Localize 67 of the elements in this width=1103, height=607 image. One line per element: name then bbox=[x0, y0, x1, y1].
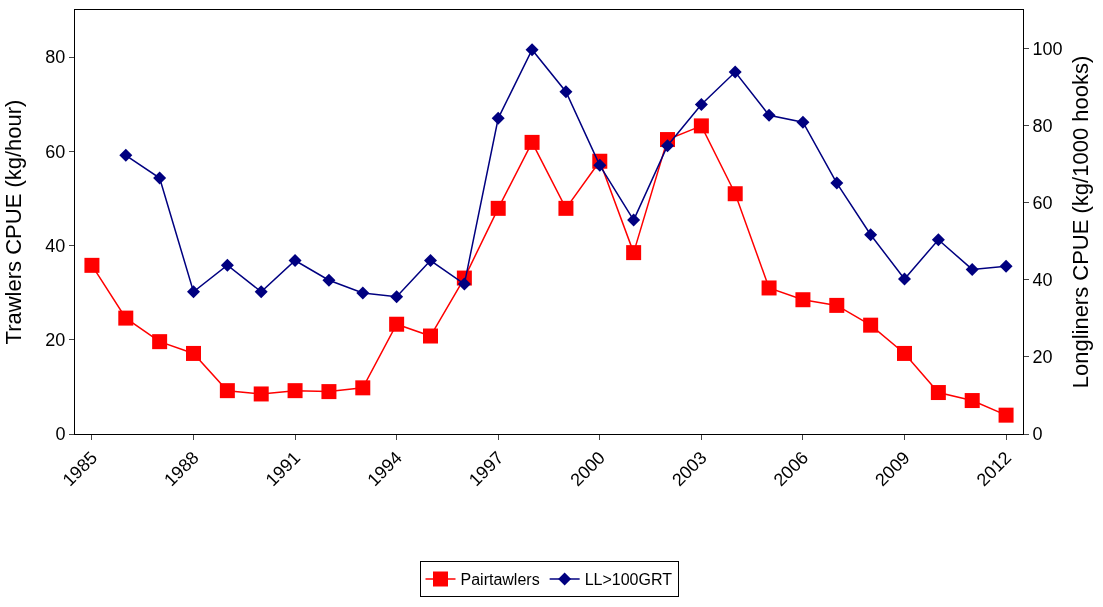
legend-label: Pairtawlers bbox=[460, 571, 540, 589]
point bbox=[220, 258, 234, 272]
point bbox=[322, 273, 336, 287]
point bbox=[863, 317, 879, 333]
point bbox=[830, 176, 844, 190]
point bbox=[829, 297, 845, 313]
legend-label: LL>100GRT bbox=[584, 571, 673, 589]
point bbox=[559, 85, 573, 99]
point bbox=[965, 262, 979, 276]
y2-tick-label: 60 bbox=[1032, 193, 1053, 214]
point bbox=[728, 65, 742, 79]
point bbox=[457, 277, 471, 291]
y-tick-label: 60 bbox=[45, 141, 66, 162]
point bbox=[152, 334, 168, 350]
point bbox=[898, 272, 911, 286]
point bbox=[118, 310, 134, 326]
point bbox=[187, 285, 200, 299]
point bbox=[627, 213, 641, 227]
point bbox=[84, 257, 100, 273]
point bbox=[390, 290, 404, 304]
point bbox=[389, 316, 405, 332]
point bbox=[355, 380, 371, 396]
point bbox=[998, 407, 1014, 423]
point bbox=[761, 280, 777, 296]
point bbox=[321, 384, 337, 400]
y2-axis-title: Longliners CPUE (kg/1000 hooks) bbox=[1068, 55, 1093, 389]
point bbox=[253, 386, 269, 402]
point bbox=[287, 383, 303, 399]
point bbox=[964, 393, 980, 409]
point bbox=[423, 328, 438, 344]
y2-tick-label: 100 bbox=[1032, 38, 1063, 59]
point bbox=[693, 118, 709, 134]
point bbox=[931, 233, 945, 247]
point bbox=[661, 139, 674, 153]
point bbox=[524, 134, 540, 150]
point bbox=[254, 285, 268, 299]
point bbox=[186, 345, 201, 361]
point bbox=[694, 97, 708, 111]
point bbox=[999, 259, 1013, 273]
point bbox=[490, 200, 506, 216]
point bbox=[727, 186, 743, 202]
y-tick-label: 20 bbox=[45, 330, 66, 351]
point bbox=[897, 345, 912, 361]
point bbox=[219, 383, 235, 399]
y2-tick-label: 80 bbox=[1032, 115, 1053, 136]
point bbox=[930, 385, 946, 401]
point bbox=[424, 254, 437, 268]
point bbox=[525, 43, 539, 57]
point bbox=[795, 292, 811, 308]
point bbox=[558, 200, 574, 216]
y2-tick-label: 20 bbox=[1032, 347, 1053, 368]
point bbox=[864, 228, 878, 242]
point bbox=[593, 158, 607, 172]
point bbox=[762, 108, 776, 122]
point bbox=[288, 254, 302, 268]
point bbox=[356, 286, 370, 300]
y2-tick-label: 0 bbox=[1032, 424, 1043, 445]
y-axis-title: Trawlers CPUE (kg/hour) bbox=[1, 99, 26, 345]
point bbox=[119, 148, 133, 162]
y-tick-label: 80 bbox=[45, 47, 66, 68]
y-tick-label: 0 bbox=[55, 424, 66, 445]
y-tick-label: 40 bbox=[45, 235, 66, 256]
point bbox=[796, 115, 810, 129]
point bbox=[491, 111, 505, 125]
y2-tick-label: 40 bbox=[1032, 270, 1053, 291]
point bbox=[626, 245, 642, 261]
point bbox=[153, 171, 167, 185]
